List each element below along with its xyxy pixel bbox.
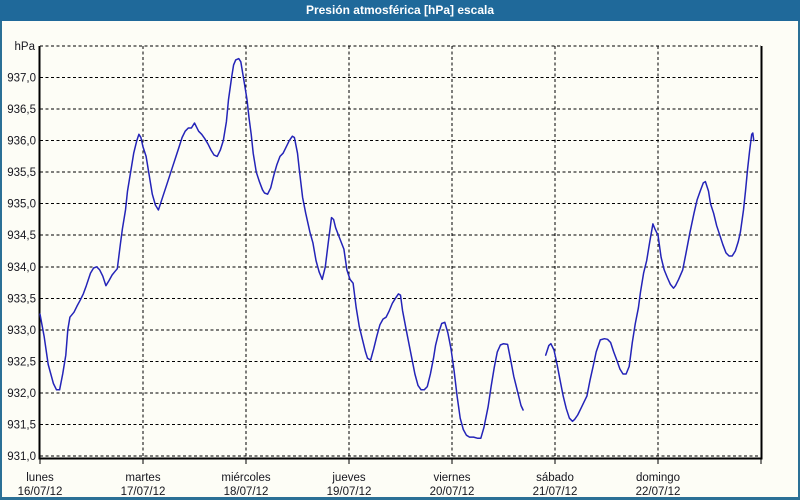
y-tick-label: 936,0 — [7, 136, 36, 148]
y-tick-label: 933,5 — [7, 293, 36, 305]
window-title: Presión atmosférica [hPa] escala — [305, 3, 495, 17]
pressure-chart: hPa 937,0 936,5 936,0 935,5 935,0 934,5 934,0 93… — [7, 41, 763, 497]
day-date-label: 16/07/12 — [18, 486, 63, 497]
y-tick-label: 937,0 — [7, 73, 36, 85]
pressure-line-segment — [39, 57, 524, 440]
y-tick-label: 931,0 — [7, 451, 36, 463]
y-tick-label: 935,5 — [7, 167, 36, 179]
pressure-line-segment — [544, 132, 755, 423]
day-date-label: 22/07/12 — [636, 486, 681, 497]
y-tick-label: 936,5 — [7, 104, 36, 116]
day-date-label: 21/07/12 — [533, 486, 578, 497]
y-tick-label: 932,5 — [7, 356, 36, 368]
day-name-label: viernes — [433, 472, 470, 484]
day-date-label: 20/07/12 — [430, 486, 475, 497]
chart-area: hPa 937,0 936,5 936,0 935,5 935,0 934,5 934,0 93… — [2, 21, 798, 497]
day-name-label: lunes — [26, 472, 54, 484]
y-tick-label: 934,5 — [7, 230, 36, 242]
title-bar[interactable]: Presión atmosférica [hPa] escala — [0, 0, 800, 21]
day-name-label: jueves — [331, 472, 365, 484]
y-tick-label: 934,0 — [7, 262, 36, 274]
y-tick-label: 931,5 — [7, 419, 36, 431]
day-name-label: sábado — [536, 472, 574, 484]
y-tick-label: 933,0 — [7, 325, 36, 337]
day-name-label: martes — [125, 472, 160, 484]
day-date-label: 19/07/12 — [327, 486, 372, 497]
y-tick-label: 932,0 — [7, 388, 36, 400]
day-name-label: domingo — [636, 472, 680, 484]
day-name-label: miércoles — [221, 472, 270, 484]
day-date-label: 18/07/12 — [224, 486, 269, 497]
y-axis-unit-label: hPa — [15, 41, 36, 53]
day-date-label: 17/07/12 — [121, 486, 166, 497]
y-tick-label: 935,0 — [7, 199, 36, 211]
